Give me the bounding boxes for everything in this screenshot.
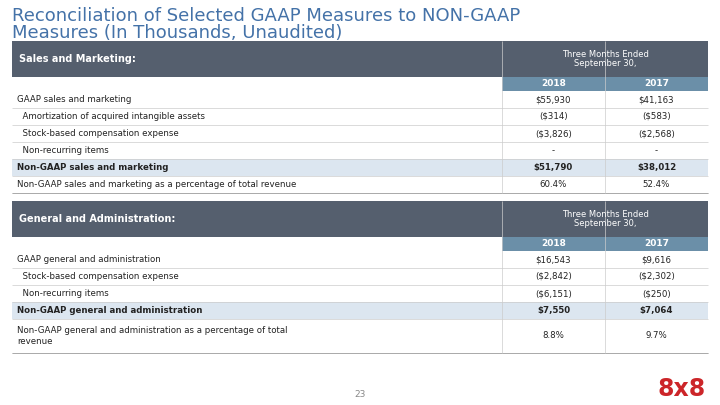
Text: 2018: 2018 xyxy=(541,79,566,89)
Text: General and Administration:: General and Administration: xyxy=(19,214,176,224)
Bar xyxy=(502,77,708,91)
Text: 60.4%: 60.4% xyxy=(540,180,567,189)
Text: $51,790: $51,790 xyxy=(534,163,573,172)
Text: 9.7%: 9.7% xyxy=(646,332,667,341)
Text: $9,616: $9,616 xyxy=(642,255,672,264)
Text: $7,550: $7,550 xyxy=(537,306,570,315)
Text: September 30,: September 30, xyxy=(574,219,636,228)
Text: $55,930: $55,930 xyxy=(536,95,571,104)
Text: Measures (In Thousands, Unaudited): Measures (In Thousands, Unaudited) xyxy=(12,24,343,42)
Text: GAAP sales and marketing: GAAP sales and marketing xyxy=(17,95,131,104)
Text: Sales and Marketing:: Sales and Marketing: xyxy=(19,54,136,64)
Text: Non-recurring items: Non-recurring items xyxy=(17,289,109,298)
Text: Reconciliation of Selected GAAP Measures to NON-GAAP: Reconciliation of Selected GAAP Measures… xyxy=(12,7,521,25)
Text: 2018: 2018 xyxy=(541,239,566,249)
Text: ($6,151): ($6,151) xyxy=(535,289,572,298)
Text: ($2,842): ($2,842) xyxy=(535,272,572,281)
Text: ($250): ($250) xyxy=(642,289,671,298)
Text: September 30,: September 30, xyxy=(574,59,636,68)
Text: $38,012: $38,012 xyxy=(637,163,676,172)
Bar xyxy=(12,41,708,77)
Text: Non-GAAP general and administration as a percentage of total
revenue: Non-GAAP general and administration as a… xyxy=(17,326,287,346)
Text: Amortization of acquired intangible assets: Amortization of acquired intangible asse… xyxy=(17,112,205,121)
Text: -: - xyxy=(655,146,658,155)
Text: 8x8: 8x8 xyxy=(658,377,706,401)
Text: $41,163: $41,163 xyxy=(639,95,675,104)
Text: ($2,568): ($2,568) xyxy=(638,129,675,138)
Text: ($3,826): ($3,826) xyxy=(535,129,572,138)
Bar xyxy=(502,237,708,251)
Text: ($314): ($314) xyxy=(539,112,568,121)
Text: Three Months Ended: Three Months Ended xyxy=(562,50,649,59)
Text: $7,064: $7,064 xyxy=(640,306,673,315)
Bar xyxy=(12,201,708,237)
Text: 2017: 2017 xyxy=(644,239,669,249)
Text: Non-GAAP sales and marketing: Non-GAAP sales and marketing xyxy=(17,163,168,172)
Bar xyxy=(12,159,708,176)
Text: 23: 23 xyxy=(354,390,366,399)
Text: Non-GAAP general and administration: Non-GAAP general and administration xyxy=(17,306,202,315)
Text: GAAP general and administration: GAAP general and administration xyxy=(17,255,161,264)
Text: ($583): ($583) xyxy=(642,112,671,121)
Text: -: - xyxy=(552,146,555,155)
Text: 52.4%: 52.4% xyxy=(643,180,670,189)
Text: Stock-based compensation expense: Stock-based compensation expense xyxy=(17,129,179,138)
Text: Stock-based compensation expense: Stock-based compensation expense xyxy=(17,272,179,281)
Text: Non-recurring items: Non-recurring items xyxy=(17,146,109,155)
Text: Non-GAAP sales and marketing as a percentage of total revenue: Non-GAAP sales and marketing as a percen… xyxy=(17,180,297,189)
Text: ($2,302): ($2,302) xyxy=(638,272,675,281)
Bar xyxy=(12,302,708,319)
Text: Three Months Ended: Three Months Ended xyxy=(562,210,649,219)
Text: $16,543: $16,543 xyxy=(536,255,571,264)
Text: 8.8%: 8.8% xyxy=(543,332,564,341)
Text: 2017: 2017 xyxy=(644,79,669,89)
